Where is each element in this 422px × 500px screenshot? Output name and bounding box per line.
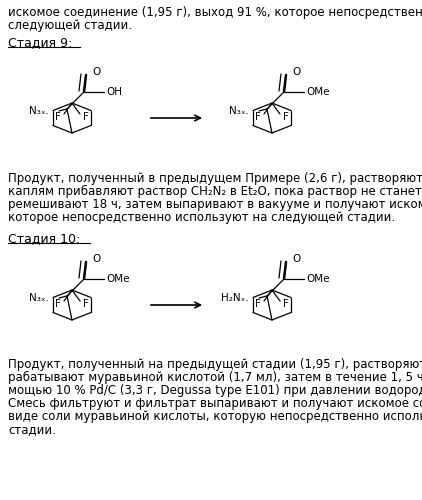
Text: стадии.: стадии. <box>8 423 56 436</box>
Text: искомое соединение (1,95 г), выход 91 %, которое непосредственно используют на: искомое соединение (1,95 г), выход 91 %,… <box>8 6 422 19</box>
Text: O: O <box>92 67 100 77</box>
Text: F: F <box>255 299 261 309</box>
Text: N₃ₓ.: N₃ₓ. <box>229 106 249 116</box>
Text: N₃ₓ.: N₃ₓ. <box>29 293 49 303</box>
Text: F: F <box>55 112 61 122</box>
Text: F: F <box>83 112 89 122</box>
Text: Продукт, полученный в предыдущем Примере (2,6 г), растворяют в Et₂O (50 мл) и по: Продукт, полученный в предыдущем Примере… <box>8 172 422 185</box>
Text: OMe: OMe <box>306 87 330 97</box>
Text: Смесь фильтруют и фильтрат выпаривают и получают искомое соединение (2,1 г) в: Смесь фильтруют и фильтрат выпаривают и … <box>8 397 422 410</box>
Text: мощью 10 % Pd/C (3,3 г, Degussa type E101) при давлении водорода, равном 1 атм.: мощью 10 % Pd/C (3,3 г, Degussa type E10… <box>8 384 422 397</box>
Text: виде соли муравьиной кислоты, которую непосредственно используют на следующей: виде соли муравьиной кислоты, которую не… <box>8 410 422 423</box>
Text: Продукт, полученный на предыдущей стадии (1,95 г), растворяют в MeOH (150 мл), о: Продукт, полученный на предыдущей стадии… <box>8 358 422 371</box>
Text: каплям прибавляют раствор CH₂N₂ в Et₂O, пока раствор не станет желтым. Раствор п: каплям прибавляют раствор CH₂N₂ в Et₂O, … <box>8 185 422 198</box>
Text: OMe: OMe <box>306 274 330 284</box>
Text: Стадия 10:: Стадия 10: <box>8 232 80 245</box>
Text: ремешивают 18 ч, затем выпаривают в вакууме и получают искомое соединение (2.8),: ремешивают 18 ч, затем выпаривают в ваку… <box>8 198 422 211</box>
Text: рабатывают муравьиной кислотой (1,7 мл), затем в течение 1, 5 ч обрабатывают с п: рабатывают муравьиной кислотой (1,7 мл),… <box>8 371 422 384</box>
Text: H₂Nₓ.: H₂Nₓ. <box>222 293 249 303</box>
Text: F: F <box>283 299 289 309</box>
Text: OMe: OMe <box>106 274 130 284</box>
Text: OH: OH <box>106 87 122 97</box>
Text: O: O <box>292 67 300 77</box>
Text: F: F <box>55 299 61 309</box>
Text: F: F <box>83 299 89 309</box>
Text: O: O <box>92 254 100 264</box>
Text: F: F <box>255 112 261 122</box>
Text: которое непосредственно используют на следующей стадии.: которое непосредственно используют на сл… <box>8 211 395 224</box>
Text: Стадия 9:: Стадия 9: <box>8 36 72 49</box>
Text: следующей стадии.: следующей стадии. <box>8 19 132 32</box>
Text: O: O <box>292 254 300 264</box>
Text: N₃ₓ.: N₃ₓ. <box>29 106 49 116</box>
Text: F: F <box>283 112 289 122</box>
